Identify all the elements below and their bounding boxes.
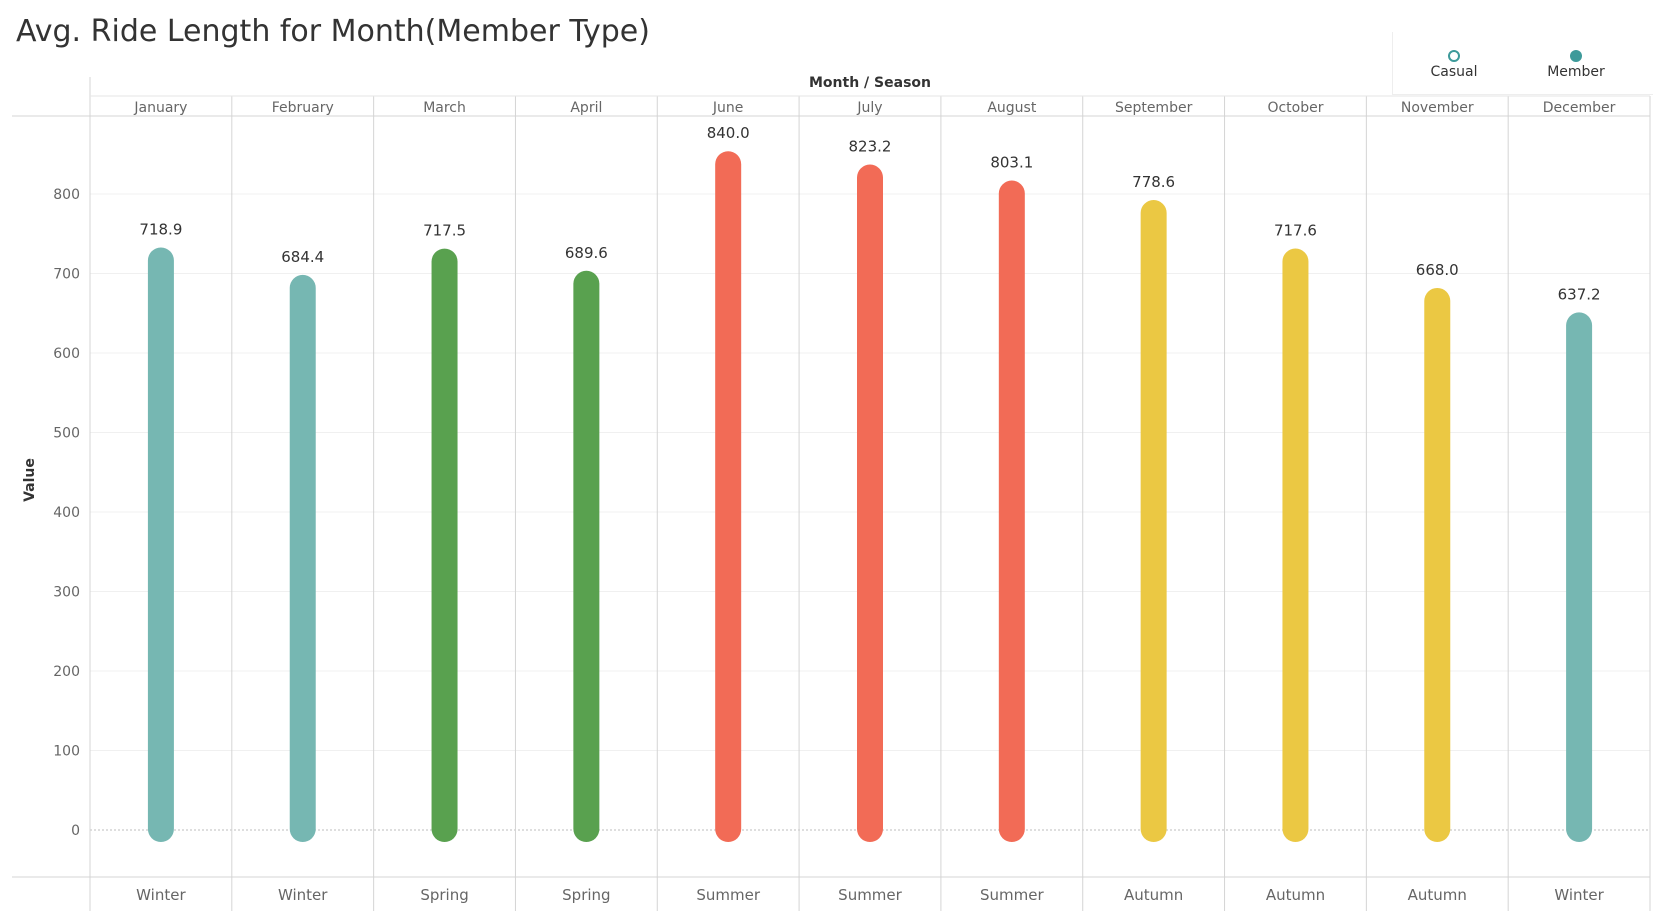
y-axis-label: Value	[22, 458, 38, 502]
legend-label-member: Member	[1547, 64, 1605, 80]
legend-label-casual: Casual	[1430, 64, 1478, 80]
column-header: Month / Season	[809, 75, 931, 91]
month-label: April	[570, 100, 602, 116]
axis-layer: Month / Season 0 100 200 300 400 500 600 700 800 V…	[12, 75, 1650, 904]
month-label: December	[1543, 100, 1616, 116]
data-label: 718.9	[139, 220, 182, 238]
data-label: 823.2	[849, 138, 892, 156]
legend: Casual Member	[1392, 32, 1653, 95]
hollow-circle-icon	[1448, 50, 1460, 62]
month-label: February	[272, 100, 334, 116]
bar	[998, 180, 1025, 842]
bar	[431, 248, 458, 842]
bar-layer	[147, 151, 1593, 843]
season-label: Winter	[278, 886, 328, 904]
month-label: January	[133, 100, 187, 116]
data-label: 717.5	[423, 222, 466, 240]
month-label: September	[1115, 100, 1193, 116]
data-label: 637.2	[1558, 285, 1601, 303]
season-label: Winter	[136, 886, 186, 904]
month-label: November	[1401, 100, 1474, 116]
bar	[715, 151, 742, 842]
data-label: 717.6	[1274, 222, 1317, 240]
y-tick-label: 400	[53, 505, 80, 521]
season-label: Autumn	[1408, 886, 1467, 904]
legend-item-member[interactable]: Member	[1531, 50, 1621, 80]
bar	[289, 274, 316, 843]
y-tick-label: 200	[53, 664, 80, 680]
season-label: Autumn	[1266, 886, 1325, 904]
y-tick-label: 800	[53, 187, 80, 203]
data-label: 689.6	[565, 244, 608, 262]
data-label: 778.6	[1132, 173, 1175, 191]
data-label: 668.0	[1416, 261, 1459, 279]
data-label: 803.1	[990, 154, 1033, 172]
month-label: July	[856, 100, 882, 116]
month-label: August	[987, 100, 1037, 116]
month-label: October	[1267, 100, 1323, 116]
y-tick-label: 700	[53, 267, 80, 283]
season-label: Winter	[1554, 886, 1604, 904]
label-layer: 718.9 684.4 717.5 689.6 840.0 823.2 803.1 778.6…	[139, 124, 1600, 303]
y-tick-label: 300	[53, 585, 80, 601]
chart-title: Avg. Ride Length for Month(Member Type)	[16, 14, 650, 49]
bar	[1424, 287, 1451, 842]
y-tick-label: 500	[53, 426, 80, 442]
season-label: Summer	[838, 886, 902, 904]
bar	[1140, 200, 1167, 842]
season-label: Summer	[696, 886, 760, 904]
season-label: Autumn	[1124, 886, 1183, 904]
month-label: June	[712, 100, 744, 116]
season-label: Summer	[980, 886, 1044, 904]
data-label: 840.0	[707, 124, 750, 142]
legend-item-casual[interactable]: Casual	[1409, 50, 1499, 80]
data-label: 684.4	[281, 248, 324, 266]
y-tick-label: 600	[53, 346, 80, 362]
bar	[1566, 312, 1593, 842]
grid-layer	[89, 77, 1651, 911]
y-tick-label: 100	[53, 744, 80, 760]
month-label: March	[423, 100, 466, 116]
y-tick-label: 0	[71, 823, 80, 839]
bar	[857, 164, 883, 842]
season-label: Spring	[420, 886, 468, 904]
bar	[573, 270, 600, 842]
bar	[147, 247, 174, 843]
bar	[1282, 248, 1309, 842]
filled-circle-icon	[1570, 50, 1582, 62]
season-label: Spring	[562, 886, 610, 904]
